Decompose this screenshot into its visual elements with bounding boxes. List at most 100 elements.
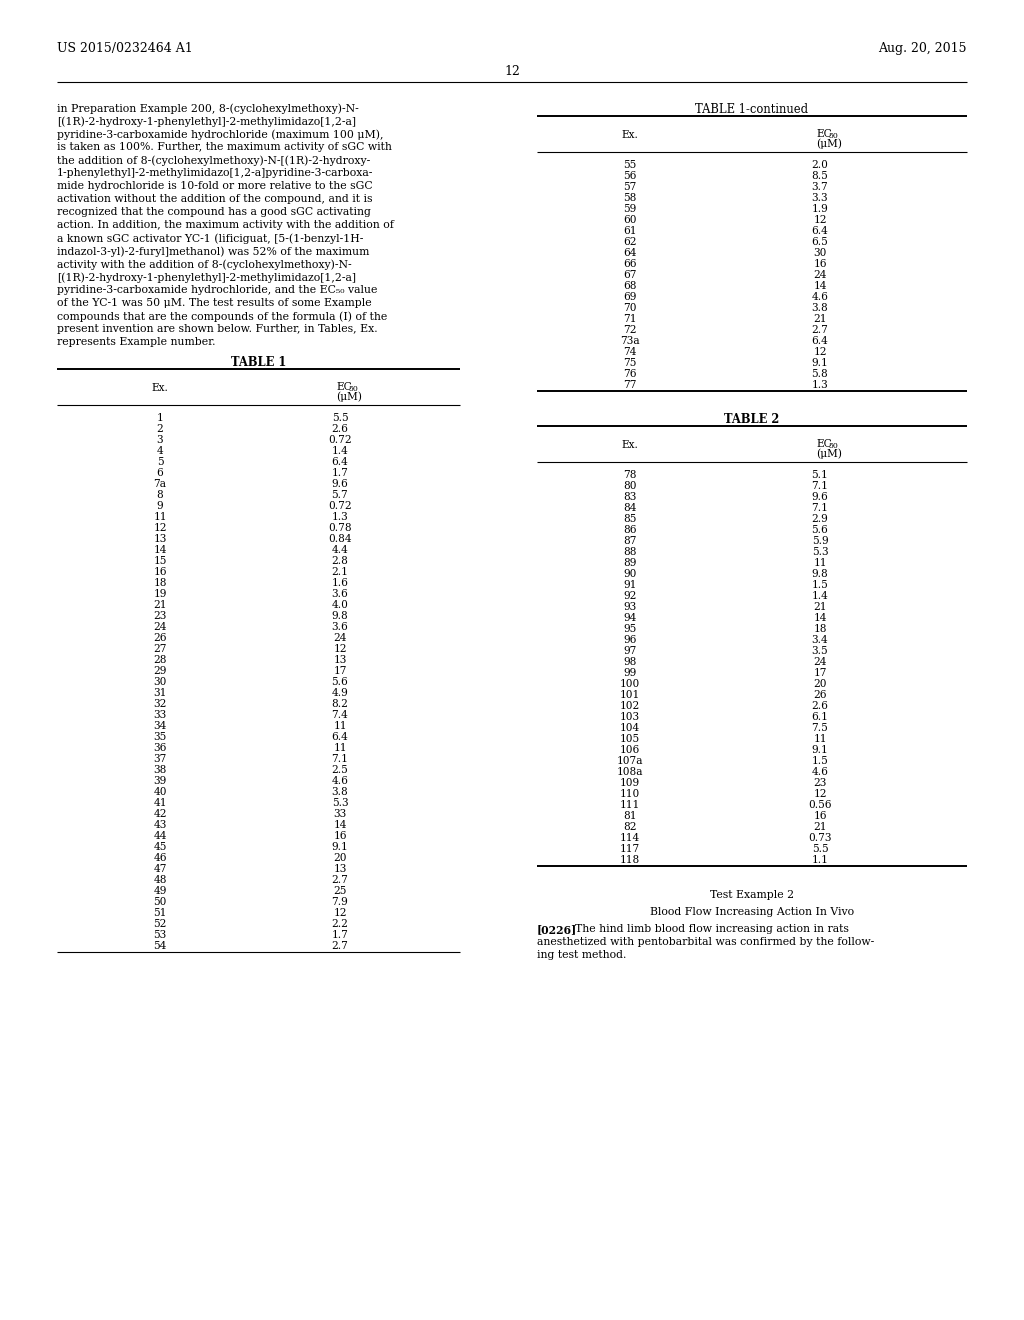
Text: 0.72: 0.72 [328, 502, 352, 511]
Text: 71: 71 [624, 314, 637, 323]
Text: 98: 98 [624, 657, 637, 667]
Text: 17: 17 [333, 667, 347, 676]
Text: 92: 92 [624, 591, 637, 601]
Text: 3.6: 3.6 [332, 622, 348, 632]
Text: pyridine-3-carboxamide hydrochloride, and the EC₅₀ value: pyridine-3-carboxamide hydrochloride, an… [57, 285, 378, 294]
Text: 5.5: 5.5 [812, 843, 828, 854]
Text: 1.7: 1.7 [332, 931, 348, 940]
Text: 18: 18 [154, 578, 167, 587]
Text: in Preparation Example 200, 8-(cyclohexylmethoxy)-N-: in Preparation Example 200, 8-(cyclohexy… [57, 103, 358, 114]
Text: 34: 34 [154, 721, 167, 731]
Text: 114: 114 [620, 833, 640, 843]
Text: activity with the addition of 8-(cyclohexylmethoxy)-N-: activity with the addition of 8-(cyclohe… [57, 259, 351, 269]
Text: 18: 18 [813, 624, 826, 634]
Text: 33: 33 [154, 710, 167, 719]
Text: 5.8: 5.8 [812, 370, 828, 379]
Text: 11: 11 [813, 558, 826, 568]
Text: 69: 69 [624, 292, 637, 302]
Text: 52: 52 [154, 919, 167, 929]
Text: 94: 94 [624, 612, 637, 623]
Text: 21: 21 [813, 822, 826, 832]
Text: Ex.: Ex. [622, 440, 638, 450]
Text: 5.6: 5.6 [812, 525, 828, 535]
Text: 23: 23 [813, 777, 826, 788]
Text: 90: 90 [624, 569, 637, 579]
Text: a known sGC activator YC-1 (lificiguat, [5-(1-benzyl-1H-: a known sGC activator YC-1 (lificiguat, … [57, 234, 364, 244]
Text: 4.6: 4.6 [332, 776, 348, 785]
Text: 8: 8 [157, 490, 164, 500]
Text: 70: 70 [624, 304, 637, 313]
Text: 108a: 108a [616, 767, 643, 777]
Text: 14: 14 [333, 820, 347, 830]
Text: is taken as 100%. Further, the maximum activity of sGC with: is taken as 100%. Further, the maximum a… [57, 143, 392, 152]
Text: 103: 103 [620, 711, 640, 722]
Text: 15: 15 [154, 556, 167, 566]
Text: of the YC-1 was 50 μM. The test results of some Example: of the YC-1 was 50 μM. The test results … [57, 298, 372, 308]
Text: 57: 57 [624, 182, 637, 191]
Text: compounds that are the compounds of the formula (I) of the: compounds that are the compounds of the … [57, 312, 387, 322]
Text: 26: 26 [813, 690, 826, 700]
Text: 61: 61 [624, 226, 637, 236]
Text: 68: 68 [624, 281, 637, 290]
Text: 1.5: 1.5 [812, 756, 828, 766]
Text: 13: 13 [334, 865, 347, 874]
Text: 24: 24 [813, 657, 826, 667]
Text: 3.4: 3.4 [812, 635, 828, 645]
Text: 11: 11 [333, 721, 347, 731]
Text: 2.9: 2.9 [812, 513, 828, 524]
Text: 3.3: 3.3 [812, 193, 828, 203]
Text: Aug. 20, 2015: Aug. 20, 2015 [879, 42, 967, 55]
Text: 35: 35 [154, 733, 167, 742]
Text: 72: 72 [624, 325, 637, 335]
Text: 2.7: 2.7 [332, 875, 348, 884]
Text: 7a: 7a [154, 479, 167, 488]
Text: 11: 11 [154, 512, 167, 521]
Text: 43: 43 [154, 820, 167, 830]
Text: 5.1: 5.1 [812, 470, 828, 480]
Text: 3.5: 3.5 [812, 645, 828, 656]
Text: represents Example number.: represents Example number. [57, 337, 215, 347]
Text: EC: EC [336, 381, 352, 392]
Text: 24: 24 [333, 634, 347, 643]
Text: 5.3: 5.3 [332, 799, 348, 808]
Text: Ex.: Ex. [622, 129, 638, 140]
Text: 64: 64 [624, 248, 637, 257]
Text: 30: 30 [813, 248, 826, 257]
Text: 16: 16 [813, 259, 826, 269]
Text: 4: 4 [157, 446, 164, 455]
Text: indazol-3-yl)-2-furyl]methanol) was 52% of the maximum: indazol-3-yl)-2-furyl]methanol) was 52% … [57, 246, 370, 256]
Text: 6.4: 6.4 [812, 226, 828, 236]
Text: activation without the addition of the compound, and it is: activation without the addition of the c… [57, 194, 373, 205]
Text: (μM): (μM) [336, 391, 361, 401]
Text: (μM): (μM) [816, 447, 842, 458]
Text: 117: 117 [620, 843, 640, 854]
Text: 99: 99 [624, 668, 637, 678]
Text: 39: 39 [154, 776, 167, 785]
Text: 86: 86 [624, 525, 637, 535]
Text: TABLE 2: TABLE 2 [724, 413, 779, 426]
Text: 0.56: 0.56 [808, 800, 831, 810]
Text: 9.8: 9.8 [332, 611, 348, 620]
Text: 41: 41 [154, 799, 167, 808]
Text: 3.8: 3.8 [332, 787, 348, 797]
Text: 17: 17 [813, 668, 826, 678]
Text: 76: 76 [624, 370, 637, 379]
Text: 12: 12 [504, 65, 520, 78]
Text: 12: 12 [813, 347, 826, 356]
Text: the addition of 8-(cyclohexylmethoxy)-N-[(1R)-2-hydroxy-: the addition of 8-(cyclohexylmethoxy)-N-… [57, 154, 371, 165]
Text: 4.9: 4.9 [332, 688, 348, 698]
Text: 4.0: 4.0 [332, 601, 348, 610]
Text: 49: 49 [154, 886, 167, 896]
Text: 51: 51 [154, 908, 167, 917]
Text: 8.2: 8.2 [332, 700, 348, 709]
Text: 13: 13 [334, 655, 347, 665]
Text: 2.0: 2.0 [812, 160, 828, 170]
Text: 73a: 73a [621, 337, 640, 346]
Text: 25: 25 [334, 886, 347, 896]
Text: 2.2: 2.2 [332, 919, 348, 929]
Text: 9.1: 9.1 [332, 842, 348, 851]
Text: 16: 16 [333, 832, 347, 841]
Text: 0.72: 0.72 [328, 436, 352, 445]
Text: EC: EC [816, 129, 831, 139]
Text: 50: 50 [348, 385, 357, 393]
